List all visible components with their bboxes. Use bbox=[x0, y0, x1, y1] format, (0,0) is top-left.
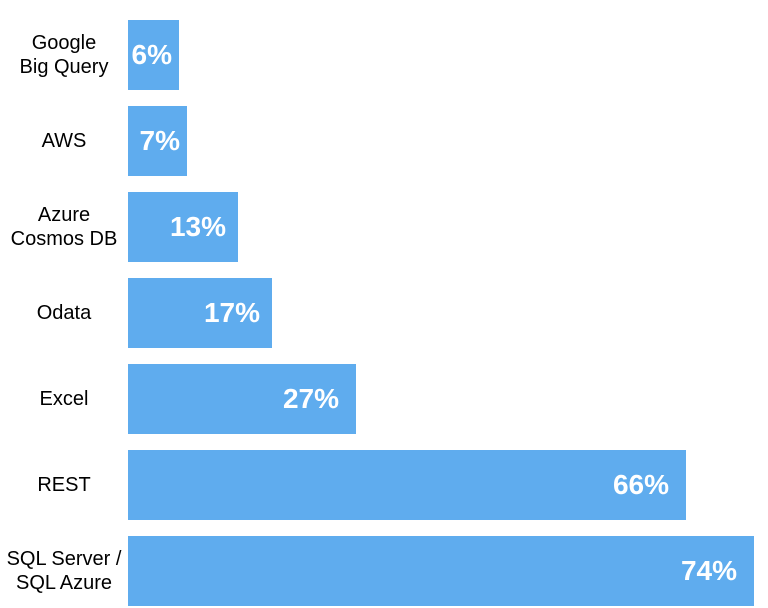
bar: 17% bbox=[128, 278, 272, 348]
category-label-line: Big Query bbox=[19, 56, 109, 78]
bar: 7% bbox=[128, 106, 187, 176]
bar: 6% bbox=[128, 20, 179, 90]
bar: 13% bbox=[128, 192, 238, 262]
bar: 66% bbox=[128, 450, 686, 520]
category-label-line: Azure bbox=[37, 203, 91, 226]
category-label: REST bbox=[0, 450, 128, 520]
category-label: AWS bbox=[0, 106, 128, 176]
value-label: 6% bbox=[131, 39, 172, 70]
category-label: Google Big Query bbox=[0, 20, 128, 90]
bar-area: 7% bbox=[128, 106, 768, 176]
bar-area: 74% bbox=[128, 536, 768, 606]
chart-row: Excel 27% bbox=[0, 364, 768, 434]
category-label-line: Odata bbox=[36, 301, 92, 324]
bar-chart-rows: Google Big Query 6% AWS 7% Azure Cosmos DB… bbox=[0, 20, 768, 606]
category-label-line: SQL Server / bbox=[6, 547, 122, 570]
value-label: 7% bbox=[139, 125, 180, 156]
category-label-line: Excel bbox=[39, 387, 89, 410]
category-label: Excel bbox=[0, 364, 128, 434]
bar: 74% bbox=[128, 536, 754, 606]
category-label-line: REST bbox=[37, 473, 91, 496]
chart-row: Odata 17% bbox=[0, 278, 768, 348]
chart-row: AWS 7% bbox=[0, 106, 768, 176]
category-label: SQL Server / SQL Azure bbox=[0, 536, 128, 606]
value-label: 27% bbox=[282, 383, 339, 414]
value-label: 13% bbox=[169, 211, 226, 242]
value-label: 74% bbox=[680, 555, 737, 586]
category-label-line: Cosmos DB bbox=[10, 228, 118, 250]
value-label: 66% bbox=[612, 469, 669, 500]
value-label: 17% bbox=[203, 297, 260, 328]
bar-area: 13% bbox=[128, 192, 768, 262]
chart-row: REST 66% bbox=[0, 450, 768, 520]
bar-area: 17% bbox=[128, 278, 768, 348]
category-label-line: Google bbox=[31, 31, 97, 54]
chart-row: Azure Cosmos DB 13% bbox=[0, 192, 768, 262]
category-label: Azure Cosmos DB bbox=[0, 192, 128, 262]
bar-area: 27% bbox=[128, 364, 768, 434]
chart-row: Google Big Query 6% bbox=[0, 20, 768, 90]
category-label-line: SQL Azure bbox=[16, 572, 112, 594]
bar-area: 66% bbox=[128, 450, 768, 520]
bar: 27% bbox=[128, 364, 356, 434]
bar-area: 6% bbox=[128, 20, 768, 90]
category-label-line: AWS bbox=[41, 129, 87, 152]
chart-row: SQL Server / SQL Azure 74% bbox=[0, 536, 768, 606]
category-label: Odata bbox=[0, 278, 128, 348]
